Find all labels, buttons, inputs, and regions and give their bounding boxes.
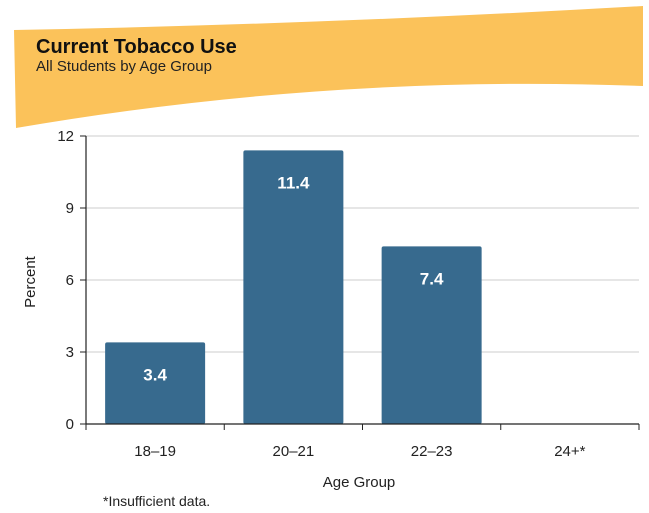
- bar-value-label: 11.4: [277, 173, 310, 192]
- bar: [105, 342, 206, 424]
- labels: 0 3 6 9 12 3.4 18–19 11.4 20–21 7.4 22–23 24+*: [57, 128, 585, 460]
- title-block: Current Tobacco Use All Students by Age …: [36, 36, 237, 76]
- x-axis-title: Age Group: [323, 474, 396, 491]
- title-banner: [14, 6, 643, 128]
- banner-shape: [14, 6, 643, 128]
- grid-lines: [86, 135, 639, 353]
- x-tick-label: 22–23: [411, 443, 453, 460]
- axes: [80, 135, 640, 430]
- bar-value-label: 7.4: [420, 269, 444, 288]
- bar-value-label: 3.4: [143, 365, 167, 384]
- y-tick-label: 0: [66, 416, 74, 433]
- bar: [243, 150, 344, 424]
- x-tick-label: 20–21: [273, 443, 315, 460]
- x-tick-label: 18–19: [134, 443, 176, 460]
- y-axis-title: Percent: [22, 255, 39, 308]
- chart-title: Current Tobacco Use: [36, 36, 237, 58]
- y-tick-label: 6: [66, 272, 74, 289]
- bar: [381, 246, 482, 424]
- chart-subtitle: All Students by Age Group: [36, 58, 212, 75]
- bars: [105, 150, 482, 424]
- footnote: *Insufficient data.: [103, 493, 211, 509]
- y-tick-label: 12: [57, 128, 74, 145]
- y-tick-label: 9: [66, 200, 74, 217]
- x-tick-label: 24+*: [554, 443, 585, 460]
- y-tick-label: 3: [66, 344, 74, 361]
